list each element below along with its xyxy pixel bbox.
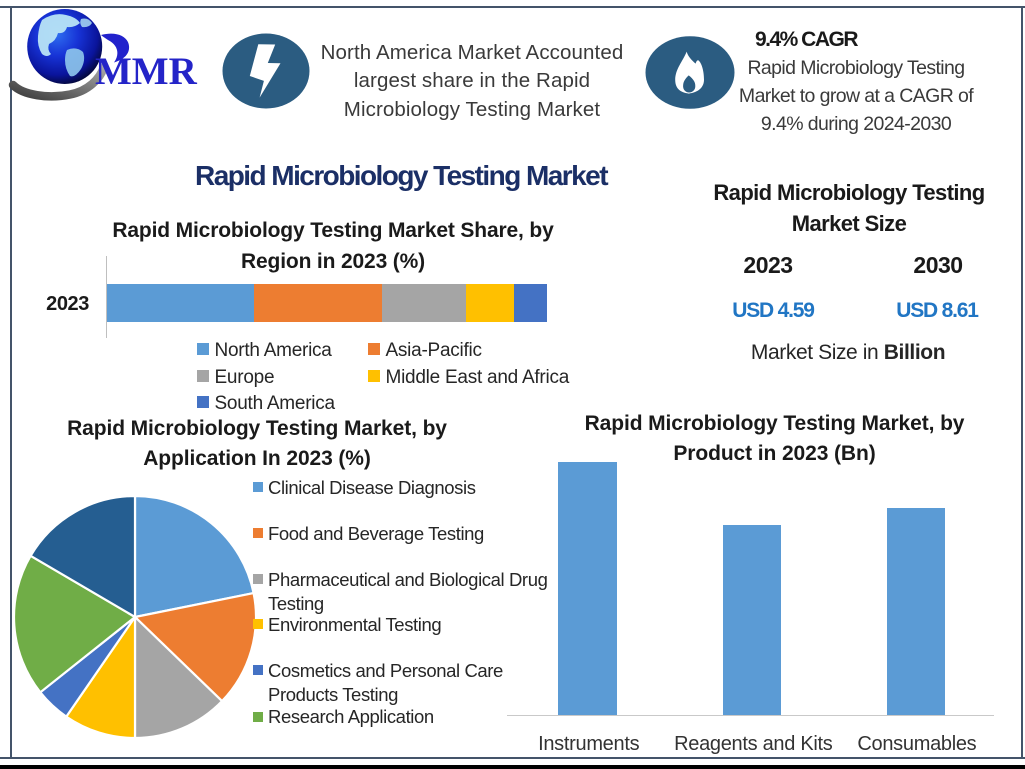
svg-text:MMR: MMR (95, 50, 198, 93)
